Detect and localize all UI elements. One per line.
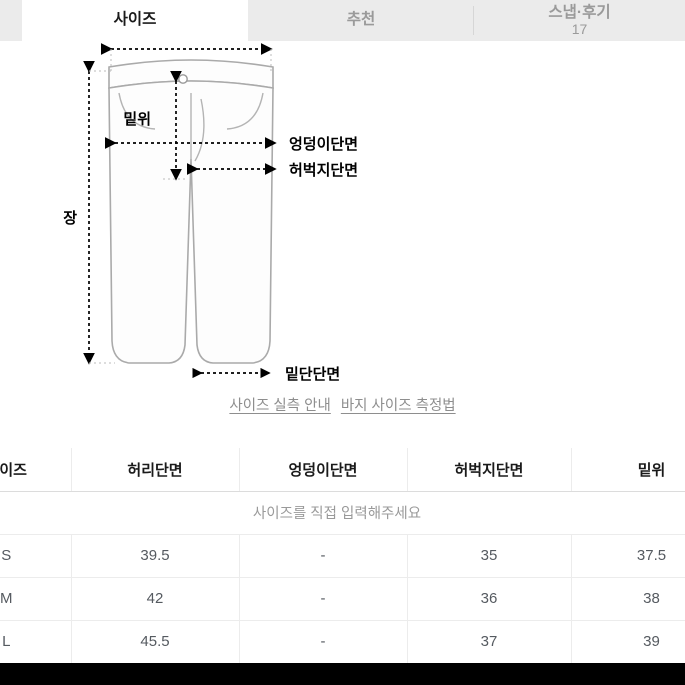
dim-total-length-label: 총장 [63, 209, 77, 227]
col-header-size: 사이즈 [0, 448, 72, 492]
pants-pockets [117, 92, 264, 162]
cell-waist: 39.5 [71, 534, 240, 578]
table-note: 사이즈를 직접 입력해주세요 [0, 491, 685, 535]
link-pants-measuring-method[interactable]: 바지 사이즈 측정법 [340, 398, 456, 414]
table-row: M 42 - 36 38 [0, 577, 685, 621]
tab-size[interactable]: 사이즈 [22, 0, 248, 41]
size-guide-links: 사이즈 실측 안내 바지 사이즈 측정법 [0, 394, 685, 415]
bottom-bar [0, 663, 685, 685]
col-header-rise: 밑위 [571, 448, 685, 492]
col-header-waist: 허리단면 [71, 448, 240, 492]
col-header-hip: 엉덩이단면 [239, 448, 408, 492]
dim-thigh-label: 허벅지단면 [289, 162, 358, 179]
cell-hip: - [239, 577, 408, 621]
tab-divider [473, 6, 474, 35]
waist-button-icon [177, 74, 188, 84]
dim-waist [100, 43, 273, 71]
cell-size: M [0, 577, 72, 621]
dim-hip-label: 엉덩이단면 [289, 135, 358, 153]
tab-size-label: 사이즈 [113, 11, 157, 29]
tab-recommend[interactable]: 추천 [248, 0, 474, 41]
pants-size-diagram: 밑위 엉덩이단면 허벅지단면 총장 밑단단면 [0, 41, 685, 391]
tab-partial-left[interactable] [0, 0, 22, 41]
cell-hip: - [239, 534, 408, 578]
tab-snap-review-label: 스냅·후기 [548, 3, 611, 21]
cell-thigh: 36 [407, 577, 572, 621]
table-row: S 39.5 - 35 37.5 [0, 534, 685, 578]
dim-rise-label: 밑위 [123, 110, 151, 128]
tab-snap-review-count: 17 [571, 20, 588, 37]
cell-waist: 45.5 [71, 620, 240, 663]
cell-thigh: 35 [407, 534, 572, 578]
table-note-row: 사이즈를 직접 입력해주세요 [0, 491, 685, 535]
cell-rise: 39 [571, 620, 685, 663]
cell-thigh: 37 [407, 620, 572, 663]
pants-outline [107, 59, 274, 364]
table-row: L 45.5 - 37 39 [0, 620, 685, 663]
table-header-row: 사이즈 허리단면 엉덩이단면 허벅지단면 밑위 [0, 448, 685, 492]
link-size-measurement-guide[interactable]: 사이즈 실측 안내 [229, 398, 331, 414]
cell-size: L [0, 620, 72, 663]
cell-hip: - [239, 620, 408, 663]
size-table: 사이즈 허리단면 엉덩이단면 허벅지단면 밑위 사이즈를 직접 입력해주세요 S… [0, 448, 685, 663]
cell-rise: 38 [571, 577, 685, 621]
dim-hem-label: 밑단단면 [285, 365, 340, 383]
pants-diagram-svg: 밑위 엉덩이단면 허벅지단면 총장 밑단단면 [63, 43, 358, 383]
cell-waist: 42 [71, 577, 240, 621]
tab-recommend-label: 추천 [346, 11, 376, 29]
dim-total-length [82, 60, 115, 365]
tab-snap-review[interactable]: 스냅·후기 17 [474, 0, 685, 41]
col-header-thigh: 허벅지단면 [407, 448, 572, 492]
tab-bar: 사이즈 추천 스냅·후기 17 [0, 0, 685, 41]
size-table-scroll-container[interactable]: 사이즈 허리단면 엉덩이단면 허벅지단면 밑위 사이즈를 직접 입력해주세요 S… [0, 448, 685, 663]
dim-rise [162, 70, 188, 181]
cell-size: S [0, 534, 72, 578]
cell-rise: 37.5 [571, 534, 685, 578]
